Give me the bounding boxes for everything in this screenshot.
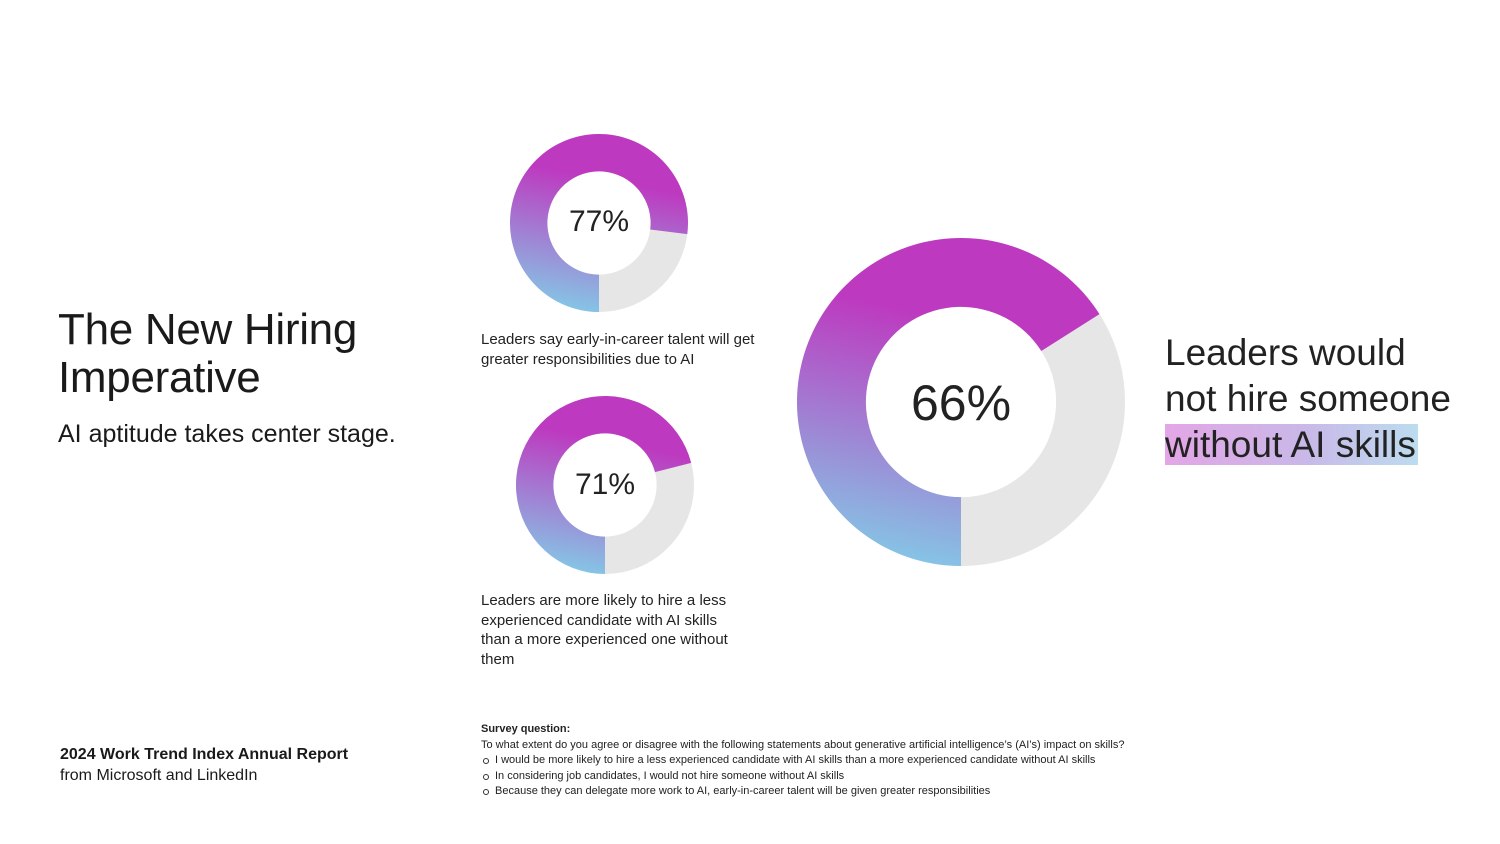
report-source: from Microsoft and LinkedIn — [60, 767, 258, 784]
survey-note: Survey question: To what extent do you a… — [481, 722, 1381, 800]
headline-line-2: not hire someone — [1165, 378, 1451, 419]
donut-71-svg — [516, 396, 694, 574]
headline-highlight: without AI skills — [1165, 424, 1418, 465]
donut-value-arc — [797, 237, 1100, 566]
survey-title: Survey question: — [481, 723, 571, 735]
donut-71-value: 71% — [574, 468, 636, 501]
survey-items: I would be more likely to hire a less ex… — [481, 753, 1381, 800]
headline-line-1: Leaders would — [1165, 332, 1406, 373]
survey-question: To what extent do you agree or disagree … — [481, 738, 1125, 751]
page-title: The New Hiring Imperative — [58, 305, 358, 402]
donut-chart-77: 77% — [509, 134, 688, 312]
donut-value-arc — [509, 134, 688, 312]
donut-77-svg — [509, 134, 688, 312]
donut-chart-66: 66% — [797, 237, 1125, 566]
page-subtitle: AI aptitude takes center stage. — [58, 420, 396, 448]
survey-item: Because they can delegate more work to A… — [483, 784, 1381, 800]
survey-item: I would be more likely to hire a less ex… — [483, 753, 1381, 769]
donut-71-caption: Leaders are more likely to hire a less e… — [481, 592, 728, 668]
donut-77-caption: Leaders say early-in-career talent will … — [481, 331, 755, 368]
survey-item: In considering job candidates, I would n… — [483, 769, 1381, 785]
donut-chart-71: 71% — [516, 396, 694, 574]
donut-value-arc — [516, 396, 692, 574]
donut-66-svg — [797, 237, 1125, 566]
headline: Leaders would not hire someone without A… — [1165, 330, 1451, 468]
donut-77-value: 77% — [568, 205, 630, 238]
donut-66-value: 66% — [910, 375, 1012, 431]
report-title: 2024 Work Trend Index Annual Report — [60, 746, 349, 763]
